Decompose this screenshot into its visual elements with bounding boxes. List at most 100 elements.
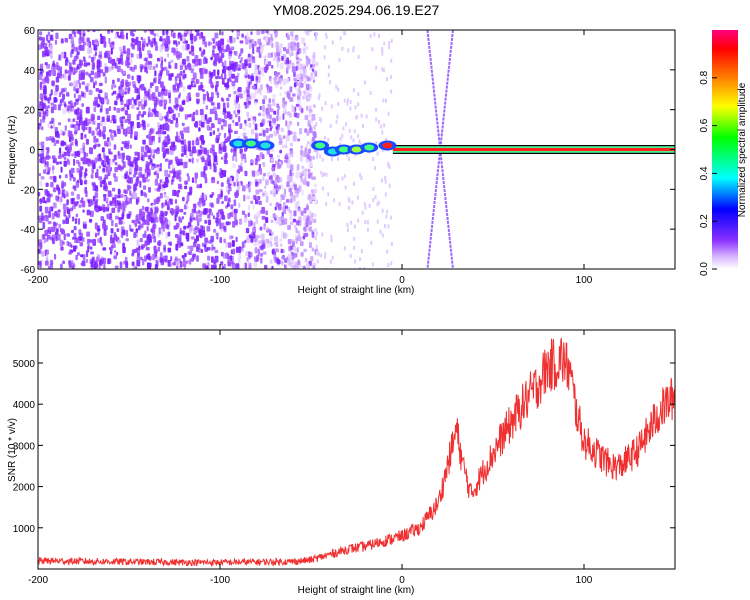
- noise-cell: [255, 182, 259, 186]
- noise-cell: [261, 215, 266, 220]
- noise-cell: [124, 140, 128, 144]
- noise-cell: [165, 141, 169, 145]
- sparse-noise-cell: [319, 117, 322, 122]
- noise-cell: [134, 99, 137, 106]
- noise-cell: [79, 32, 82, 39]
- noise-cell: [87, 47, 91, 55]
- noise-cell: [116, 78, 120, 82]
- noise-cell: [308, 226, 313, 232]
- noise-cell: [147, 155, 152, 160]
- colorbar: 0.00.20.40.60.8 Normalized spectral ampl…: [699, 30, 748, 276]
- sparse-noise-cell: [386, 209, 389, 214]
- noise-cell: [181, 45, 186, 51]
- noise-cell: [213, 260, 217, 265]
- noise-cell: [266, 84, 270, 91]
- spectrogram-xtick-label: -100: [210, 275, 230, 286]
- noise-cell: [245, 251, 249, 256]
- noise-cell: [65, 217, 69, 224]
- noise-cell: [249, 181, 252, 187]
- noise-cell: [119, 194, 124, 198]
- noise-cell: [196, 99, 200, 105]
- noise-cell: [299, 66, 302, 74]
- noise-cell: [276, 154, 281, 159]
- noise-cell: [107, 137, 110, 143]
- noise-cell: [146, 256, 150, 260]
- noise-cell: [276, 163, 281, 170]
- noise-cell: [113, 231, 116, 236]
- sparse-noise-cell: [363, 202, 366, 207]
- noise-cell: [256, 240, 260, 247]
- noise-cell: [53, 97, 57, 103]
- noise-cell: [110, 129, 115, 134]
- noise-cell: [211, 82, 214, 89]
- noise-cell: [220, 53, 225, 58]
- noise-cell: [226, 179, 231, 185]
- noise-cell: [238, 64, 241, 68]
- noise-cell: [247, 204, 251, 211]
- noise-cell: [73, 93, 76, 99]
- noise-cell: [137, 225, 141, 231]
- noise-cell: [231, 73, 235, 79]
- sparse-noise-cell: [315, 32, 318, 37]
- noise-cell: [171, 72, 174, 77]
- noise-cell: [68, 262, 72, 269]
- noise-cell: [126, 48, 131, 56]
- noise-cell: [84, 186, 88, 194]
- noise-cell: [98, 165, 102, 169]
- noise-cell: [136, 107, 140, 111]
- noise-cell: [97, 70, 101, 78]
- noise-cell: [242, 132, 247, 138]
- noise-cell: [279, 149, 282, 154]
- noise-cell: [239, 60, 242, 64]
- noise-cell: [202, 98, 205, 105]
- spectrogram-ytick-label: -40: [21, 225, 36, 236]
- noise-cell: [151, 163, 155, 167]
- noise-cell: [98, 157, 103, 162]
- sparse-noise-cell: [315, 36, 318, 41]
- noise-cell: [149, 84, 153, 89]
- noise-cell: [293, 82, 297, 88]
- noise-cell: [80, 44, 85, 51]
- noise-cell: [110, 228, 114, 234]
- noise-cell: [92, 238, 97, 246]
- noise-cell: [178, 92, 182, 97]
- noise-cell: [204, 219, 208, 224]
- noise-cell: [82, 41, 87, 46]
- noise-cell: [168, 160, 172, 166]
- sparse-noise-cell: [384, 179, 387, 184]
- noise-cell: [85, 71, 89, 76]
- noise-cell: [174, 62, 178, 69]
- noise-cell: [244, 104, 247, 109]
- noise-cell: [304, 168, 307, 172]
- noise-cell: [85, 83, 90, 87]
- noise-cell: [143, 30, 147, 33]
- noise-cell: [152, 65, 156, 70]
- noise-cell: [203, 173, 207, 179]
- spectrogram-ylabel: Frequency (Hz): [7, 116, 18, 185]
- noise-cell: [195, 211, 199, 215]
- sparse-noise-cell: [343, 246, 346, 251]
- noise-cell: [266, 108, 270, 115]
- noise-cell: [161, 203, 164, 209]
- noise-cell: [154, 264, 159, 269]
- noise-cell: [233, 95, 236, 102]
- noise-cell: [83, 62, 88, 68]
- noise-cell: [303, 90, 306, 95]
- noise-cell: [186, 44, 190, 50]
- noise-cell: [296, 60, 300, 65]
- noise-cell: [255, 216, 259, 224]
- noise-cell: [265, 195, 269, 203]
- sparse-noise-cell: [363, 267, 366, 269]
- noise-cell: [57, 57, 62, 61]
- noise-cell: [175, 260, 180, 266]
- noise-cell: [244, 158, 247, 163]
- noise-cell: [225, 242, 229, 248]
- noise-cell: [131, 249, 135, 256]
- noise-cell: [307, 32, 310, 36]
- noise-cell: [180, 140, 184, 145]
- noise-cell: [186, 126, 190, 134]
- noise-cell: [113, 133, 117, 137]
- noise-cell: [128, 81, 132, 87]
- noise-cell: [60, 263, 63, 269]
- noise-cell: [239, 53, 242, 57]
